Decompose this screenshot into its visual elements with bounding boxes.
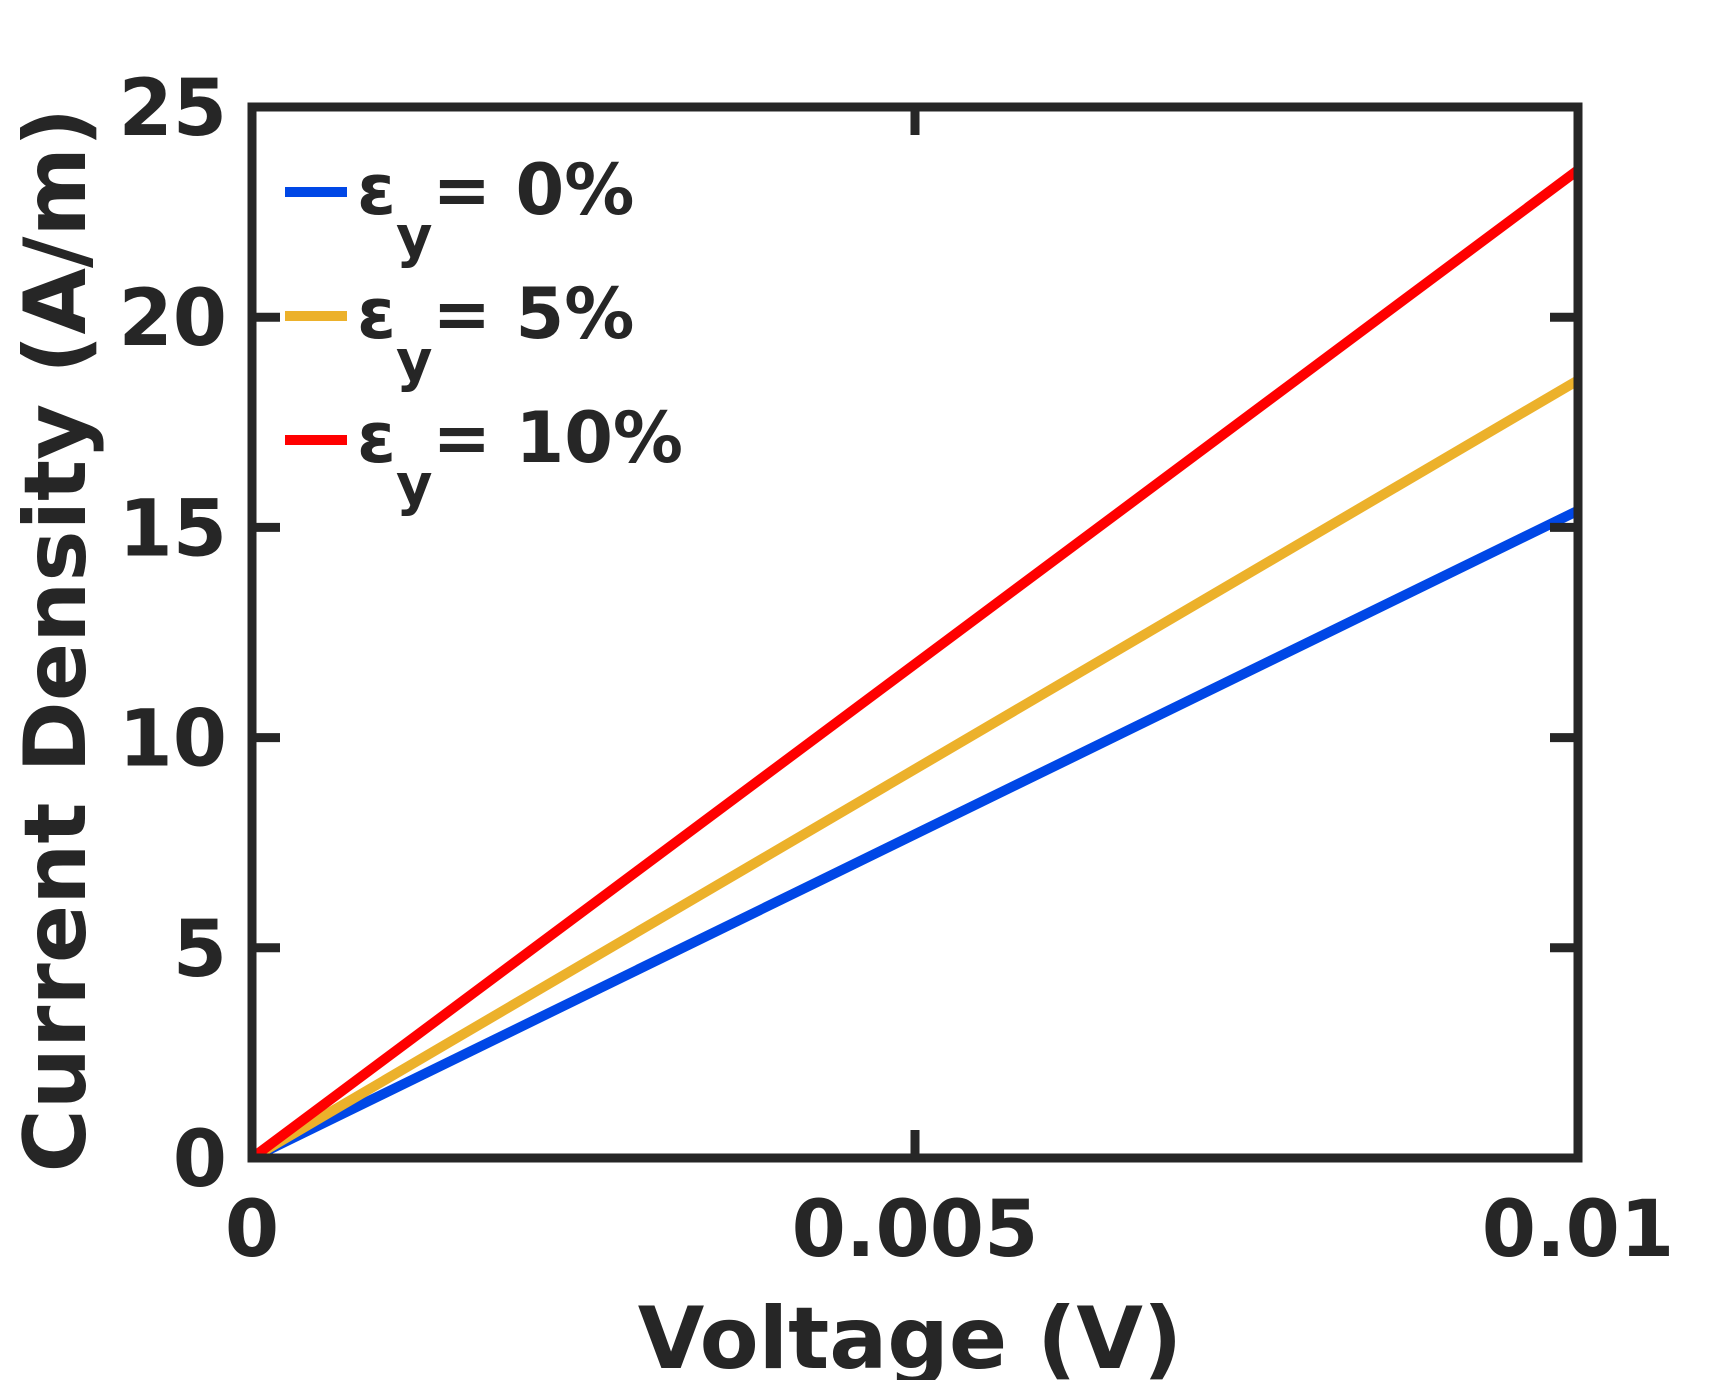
legend: εy= 0%εy= 5%εy= 10% — [285, 149, 683, 518]
y-tick-label-2: 10 — [118, 695, 227, 785]
y-tick-label-4: 20 — [118, 274, 227, 364]
axes-layer — [247, 102, 1583, 1163]
y-tick-label-0: 0 — [173, 1115, 227, 1205]
series-line-2 — [249, 166, 1581, 1163]
ticks-layer: 0 0.005 0.01 0 5 10 15 20 25 — [118, 64, 1674, 1275]
y-axis-label: Current Density (A/m) — [6, 108, 106, 1173]
legend-label-2: εy= 10% — [357, 397, 683, 518]
legend-label-1: εy= 5% — [357, 273, 634, 394]
x-tick-label-1: 0.005 — [792, 1185, 1039, 1275]
series-layer — [249, 166, 1581, 1163]
series-line-0 — [249, 506, 1581, 1163]
legend-label-0: εy= 0% — [357, 149, 634, 270]
y-tick-label-3: 15 — [118, 484, 227, 574]
series-line-1 — [249, 375, 1581, 1163]
x-tick-label-2: 0.01 — [1482, 1185, 1674, 1275]
y-tick-label-1: 5 — [173, 905, 227, 995]
y-tick-label-5: 25 — [118, 64, 227, 154]
x-axis-label: Voltage (V) — [638, 1289, 1183, 1380]
plot-frame — [247, 102, 1583, 1163]
x-tick-label-0: 0 — [225, 1185, 279, 1275]
